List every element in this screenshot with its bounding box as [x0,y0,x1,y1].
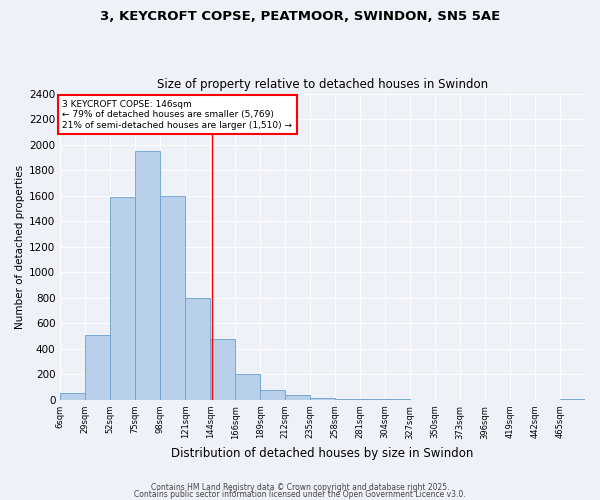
Title: Size of property relative to detached houses in Swindon: Size of property relative to detached ho… [157,78,488,91]
Bar [135,151,160,400]
X-axis label: Distribution of detached houses by size in Swindon: Distribution of detached houses by size … [172,447,474,460]
Bar [235,374,260,400]
Bar [60,393,85,400]
Bar [110,197,135,400]
Y-axis label: Number of detached properties: Number of detached properties [15,164,25,328]
Text: Contains public sector information licensed under the Open Government Licence v3: Contains public sector information licen… [134,490,466,499]
Bar [360,399,385,400]
Bar [310,398,335,400]
Bar [560,399,585,400]
Bar [185,298,210,400]
Text: 3 KEYCROFT COPSE: 146sqm
← 79% of detached houses are smaller (5,769)
21% of sem: 3 KEYCROFT COPSE: 146sqm ← 79% of detach… [62,100,292,130]
Bar [210,338,235,400]
Text: 3, KEYCROFT COPSE, PEATMOOR, SWINDON, SN5 5AE: 3, KEYCROFT COPSE, PEATMOOR, SWINDON, SN… [100,10,500,23]
Text: Contains HM Land Registry data © Crown copyright and database right 2025.: Contains HM Land Registry data © Crown c… [151,484,449,492]
Bar [335,399,360,400]
Bar [85,334,110,400]
Bar [160,196,185,400]
Bar [260,390,285,400]
Bar [285,396,310,400]
